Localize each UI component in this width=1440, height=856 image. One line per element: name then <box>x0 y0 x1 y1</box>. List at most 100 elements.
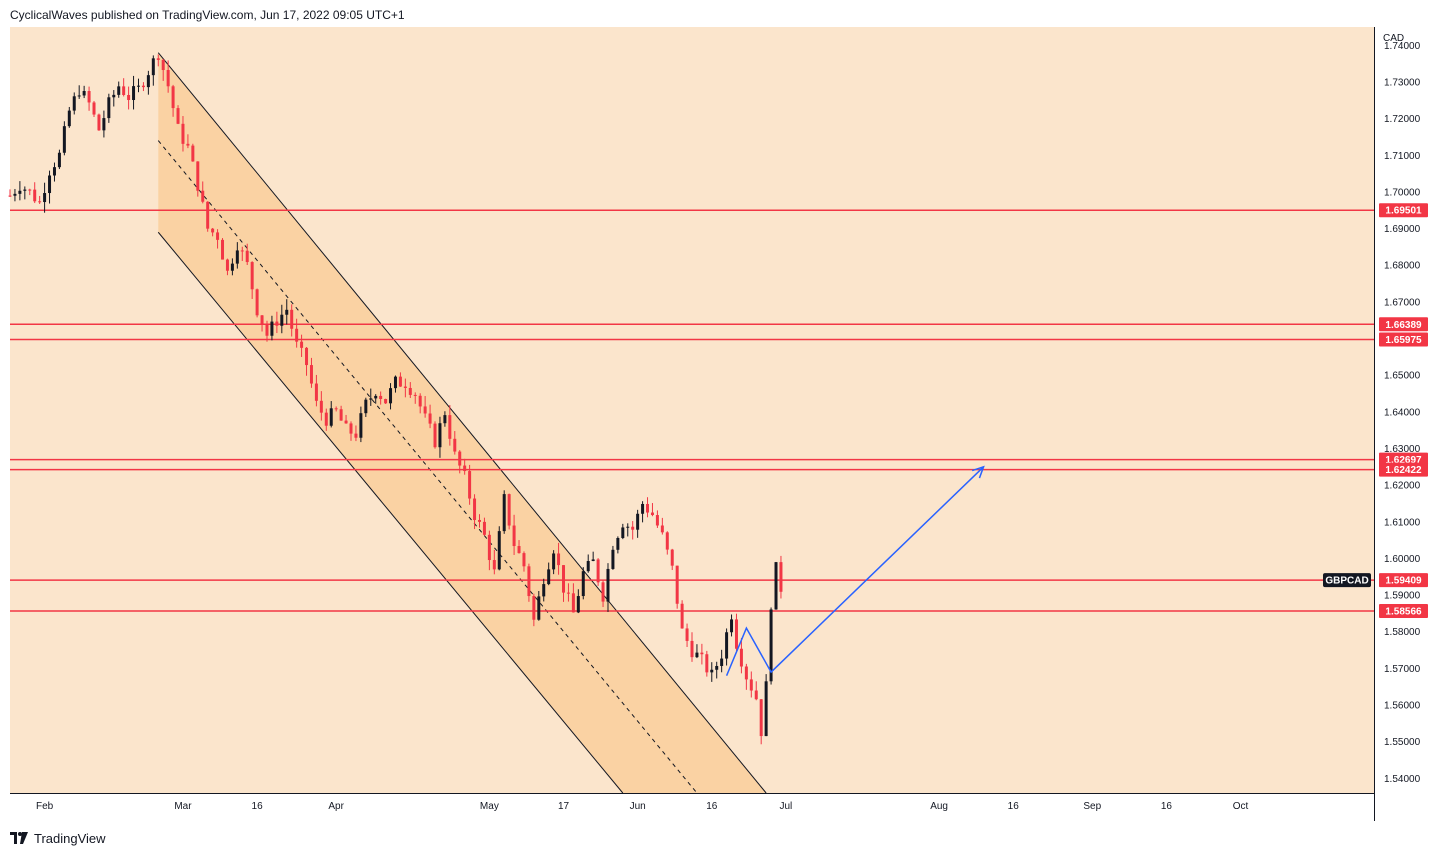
candle <box>374 394 378 404</box>
candle-body <box>739 648 743 667</box>
candle-body <box>660 525 664 533</box>
candle-body <box>151 58 155 76</box>
candle-body <box>443 415 447 424</box>
candle <box>57 149 61 170</box>
candle-body <box>621 527 625 539</box>
candle-body <box>389 388 393 404</box>
candle <box>700 643 704 665</box>
candle <box>581 567 585 600</box>
candle-body <box>107 97 111 119</box>
candle-body <box>428 413 432 424</box>
candle <box>473 494 477 530</box>
candle <box>487 530 491 571</box>
price-tick-label: 1.72000 <box>1384 114 1421 125</box>
candle <box>532 593 536 627</box>
candle-body <box>354 433 358 438</box>
candle <box>477 514 481 528</box>
candle-body <box>122 86 126 95</box>
candle-body <box>695 652 699 658</box>
candle-body <box>379 395 383 399</box>
candle-body <box>487 534 491 561</box>
candle <box>557 542 561 575</box>
candle-body <box>38 201 42 203</box>
candle <box>62 121 66 156</box>
candle <box>275 311 279 334</box>
channel-median-line <box>157 140 698 794</box>
candle <box>354 425 358 442</box>
price-tick-label: 1.64000 <box>1384 407 1421 418</box>
time-tick-label: Sep <box>1083 801 1101 812</box>
time-tick-label: Feb <box>36 801 54 812</box>
candle <box>705 650 709 677</box>
candle-body <box>591 559 595 562</box>
candle-body <box>646 503 650 513</box>
candle <box>181 116 185 152</box>
candle <box>176 105 180 125</box>
candle <box>542 578 546 602</box>
candle <box>507 493 511 530</box>
time-tick-label: Apr <box>328 801 344 812</box>
candle-body <box>117 86 121 95</box>
candle <box>685 623 689 647</box>
candle <box>171 84 175 117</box>
candle-body <box>216 232 220 240</box>
candle-body <box>13 193 17 196</box>
candle <box>646 497 650 518</box>
candle <box>680 600 684 629</box>
candle <box>739 637 743 674</box>
candle-body <box>127 94 131 101</box>
candle-body <box>547 569 551 585</box>
candle-body <box>67 110 71 127</box>
time-tick-label: Jun <box>630 801 646 812</box>
candle <box>270 315 274 341</box>
candle-body <box>744 666 748 680</box>
candle <box>482 517 486 536</box>
candle <box>339 405 343 421</box>
horizontal-levels[interactable] <box>10 209 1374 612</box>
candle-body <box>537 596 541 620</box>
projection-path[interactable] <box>725 465 985 676</box>
candle <box>571 583 575 613</box>
candle <box>423 396 427 418</box>
price-tick-label: 1.67000 <box>1384 297 1421 308</box>
candle <box>33 182 37 204</box>
candle <box>458 450 462 474</box>
candle-body <box>527 566 531 597</box>
candle-body <box>136 85 140 87</box>
candle <box>665 531 669 555</box>
candle-body <box>754 690 758 700</box>
candle-body <box>206 201 210 229</box>
parallel-channel[interactable] <box>157 52 767 794</box>
level-badge-label: 1.62422 <box>1385 465 1422 476</box>
level-badge: 1.62422 <box>1379 462 1428 477</box>
candle-body <box>112 94 116 98</box>
candle-body <box>275 321 279 326</box>
candle <box>92 100 96 118</box>
candle-body <box>171 86 175 109</box>
brand-footer[interactable]: TradingView <box>10 829 106 847</box>
level-badge-label: 1.65975 <box>1385 335 1422 346</box>
candle-body <box>141 85 145 88</box>
level-badge: 1.59409 <box>1379 573 1428 588</box>
candle-body <box>522 553 526 567</box>
candle-body <box>270 321 274 336</box>
candle-body <box>715 665 719 670</box>
candle <box>754 681 758 701</box>
price-tick-label: 1.63000 <box>1384 444 1421 455</box>
candle-body <box>720 658 724 666</box>
candle <box>512 514 516 555</box>
candle-body <box>601 582 605 602</box>
candle-body <box>749 679 753 691</box>
candle <box>433 421 437 449</box>
candle <box>448 404 452 446</box>
candle <box>517 540 521 554</box>
candle <box>295 318 299 348</box>
candle-body <box>705 654 709 673</box>
candle <box>18 181 22 201</box>
price-tick-label: 1.73000 <box>1384 77 1421 88</box>
time-axis-labels[interactable]: Feb Mar 16 Apr May 17 Jun 16 Jul Aug 16 Sep 16 Oct <box>36 801 1249 812</box>
candle <box>463 458 467 475</box>
candle <box>191 143 195 162</box>
